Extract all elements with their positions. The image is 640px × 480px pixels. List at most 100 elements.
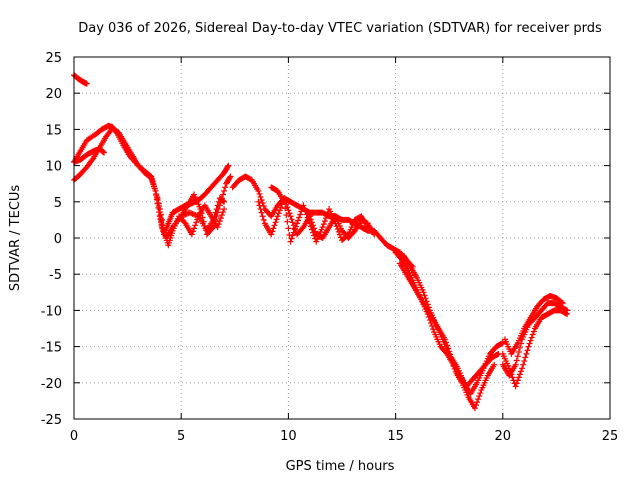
data-point — [310, 229, 317, 236]
data-point — [286, 231, 293, 238]
data-point — [158, 216, 165, 223]
data-point — [192, 222, 199, 229]
data-point — [477, 390, 484, 397]
data-point — [513, 380, 520, 387]
data-point — [445, 345, 452, 352]
data-point — [364, 224, 371, 231]
data-point — [491, 361, 498, 368]
data-point — [305, 217, 312, 224]
series-s6 — [178, 173, 234, 238]
data-point — [269, 228, 276, 235]
data-point — [191, 225, 198, 232]
data-point — [308, 226, 315, 233]
data-point — [526, 340, 533, 347]
data-point — [559, 300, 566, 307]
data-point — [276, 207, 283, 214]
data-point — [521, 358, 528, 365]
data-point — [518, 340, 525, 347]
data-point — [283, 212, 290, 219]
data-point — [153, 193, 160, 200]
data-point — [222, 184, 229, 191]
data-point — [474, 399, 481, 406]
data-point — [289, 232, 296, 239]
data-point — [473, 402, 479, 409]
data-point — [525, 343, 532, 350]
data-point — [519, 365, 526, 372]
data-point — [292, 223, 299, 230]
data-point — [214, 209, 221, 216]
data-point — [284, 218, 291, 225]
data-point — [153, 190, 160, 197]
data-point — [215, 221, 222, 228]
data-point — [307, 223, 314, 230]
series-s5 — [154, 195, 228, 249]
chart-title: Day 036 of 2026, Sidereal Day-to-day VTE… — [78, 21, 602, 36]
data-point — [288, 216, 295, 223]
data-point — [524, 347, 531, 354]
data-point — [514, 353, 521, 360]
data-point — [299, 225, 306, 232]
series-s4 — [71, 145, 108, 165]
data-point — [221, 187, 228, 194]
data-point — [558, 299, 565, 306]
data-point — [334, 226, 341, 233]
data-point — [515, 349, 522, 356]
data-point — [471, 405, 478, 412]
data-point — [513, 357, 520, 364]
data-point — [527, 337, 534, 344]
data-point — [564, 311, 571, 318]
data-point — [522, 354, 529, 361]
data-point — [213, 213, 220, 220]
data-point — [256, 190, 263, 197]
data-point — [293, 220, 300, 227]
data-point — [275, 210, 282, 217]
data-point — [429, 323, 436, 330]
data-point — [287, 213, 294, 220]
data-point — [272, 219, 279, 226]
data-point — [288, 235, 295, 242]
data-point — [220, 191, 227, 198]
series-s7 — [229, 173, 416, 270]
x-tick-label: 0 — [70, 429, 78, 444]
data-point — [333, 223, 340, 230]
y-tick-label: -10 — [41, 304, 62, 319]
data-point — [193, 219, 200, 226]
data-point — [518, 368, 525, 375]
data-point — [221, 206, 228, 213]
data-point — [335, 228, 342, 235]
data-point — [286, 210, 293, 217]
y-tick-label: -5 — [49, 268, 62, 283]
data-point — [507, 368, 514, 375]
data-point — [397, 255, 404, 262]
y-tick-label: -25 — [41, 413, 62, 428]
series-s14 — [499, 307, 571, 390]
data-point — [217, 215, 224, 222]
data-point — [515, 374, 522, 381]
data-point — [476, 393, 483, 400]
data-point — [311, 232, 318, 239]
data-point — [210, 224, 217, 231]
data-point — [218, 195, 225, 202]
data-point — [258, 209, 265, 216]
data-point — [306, 220, 313, 227]
data-point — [258, 196, 265, 203]
data-point — [255, 198, 262, 205]
data-point — [441, 336, 448, 343]
data-point — [188, 231, 195, 238]
series-s11 — [401, 253, 498, 412]
data-point — [444, 342, 451, 349]
series-s15 — [501, 292, 566, 357]
data-point — [259, 200, 266, 207]
y-tick-label: 25 — [45, 51, 62, 66]
data-point — [156, 206, 163, 213]
data-point — [211, 220, 218, 227]
data-point — [285, 207, 292, 214]
data-point — [260, 203, 267, 210]
data-point — [198, 210, 205, 217]
data-point — [336, 231, 343, 238]
data-point — [514, 377, 521, 384]
y-tick-label: 20 — [45, 87, 62, 102]
data-point — [159, 222, 166, 229]
data-point — [344, 232, 351, 239]
data-point — [218, 212, 225, 219]
